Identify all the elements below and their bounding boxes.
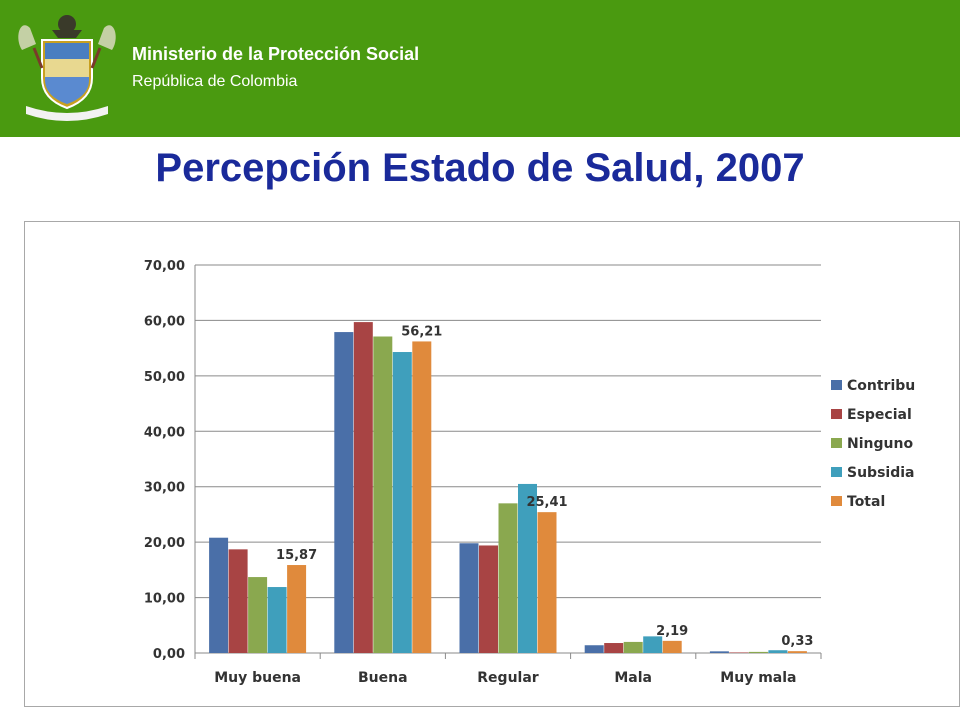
legend-swatch [831,467,842,477]
bar [623,641,643,653]
y-tick-label: 60,00 [144,314,185,329]
bar [709,651,729,653]
bar [768,650,788,653]
bar [412,341,432,653]
data-label: 15,87 [276,548,317,563]
ministry-name: Ministerio de la Protección Social [132,44,420,64]
x-tick-label: Mala [614,670,652,686]
data-label: 25,41 [526,495,567,510]
bar [248,577,268,653]
y-tick-label: 0,00 [153,647,185,662]
legend-swatch [831,496,842,506]
bar [584,645,604,653]
y-tick-label: 30,00 [144,481,185,496]
bar [334,332,354,653]
x-tick-label: Muy mala [720,670,796,686]
y-tick-label: 20,00 [144,536,185,551]
data-label: 56,21 [401,324,442,339]
bar [479,545,498,653]
bar [459,543,479,653]
legend-label: Contribu [847,378,915,394]
legend-label: Total [847,494,885,510]
y-tick-label: 10,00 [144,592,185,607]
x-tick-label: Muy buena [214,670,301,686]
bar [748,651,768,653]
y-tick-label: 40,00 [144,425,185,440]
bar [287,565,307,653]
bar [228,549,248,653]
bar [373,336,393,653]
chart-frame: 0,00 10,00 20,00 30,00 40,00 50,00 60,00 70,00 1… [24,221,960,707]
x-tick-label: Regular [477,670,539,686]
x-tick-label: Buena [358,670,408,686]
bar [209,537,229,653]
bar [498,503,518,653]
bar [267,587,287,653]
y-tick-label: 50,00 [144,370,185,385]
bar [518,483,537,653]
bar [604,643,624,653]
slide-title: Percepción Estado de Salud, 2007 [155,146,805,190]
data-label: 2,19 [656,624,688,639]
legend-label: Subsidia [847,465,914,481]
country-name: República de Colombia [132,73,298,90]
legend-label: Ninguno [847,436,913,452]
legend-label: Especial [847,407,912,423]
bar [353,322,373,653]
colombia-coat-of-arms-icon [18,15,116,121]
data-label: 0,33 [781,634,813,649]
bar [537,512,557,653]
header-banner: Ministerio de la Protección Social Repúb… [0,0,960,137]
legend-swatch [831,438,842,448]
bar [787,651,807,653]
bar [392,352,412,653]
bar [643,636,663,653]
y-tick-label: 70,00 [144,259,185,274]
bar [662,640,682,653]
bar [729,652,749,653]
bar-chart: 0,00 10,00 20,00 30,00 40,00 50,00 60,00 70,00 1… [144,259,927,686]
legend-swatch [831,380,842,390]
legend-swatch [831,409,842,419]
